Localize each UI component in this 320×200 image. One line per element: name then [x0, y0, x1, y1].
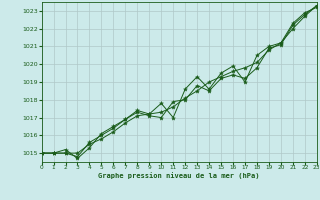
X-axis label: Graphe pression niveau de la mer (hPa): Graphe pression niveau de la mer (hPa) [99, 172, 260, 179]
